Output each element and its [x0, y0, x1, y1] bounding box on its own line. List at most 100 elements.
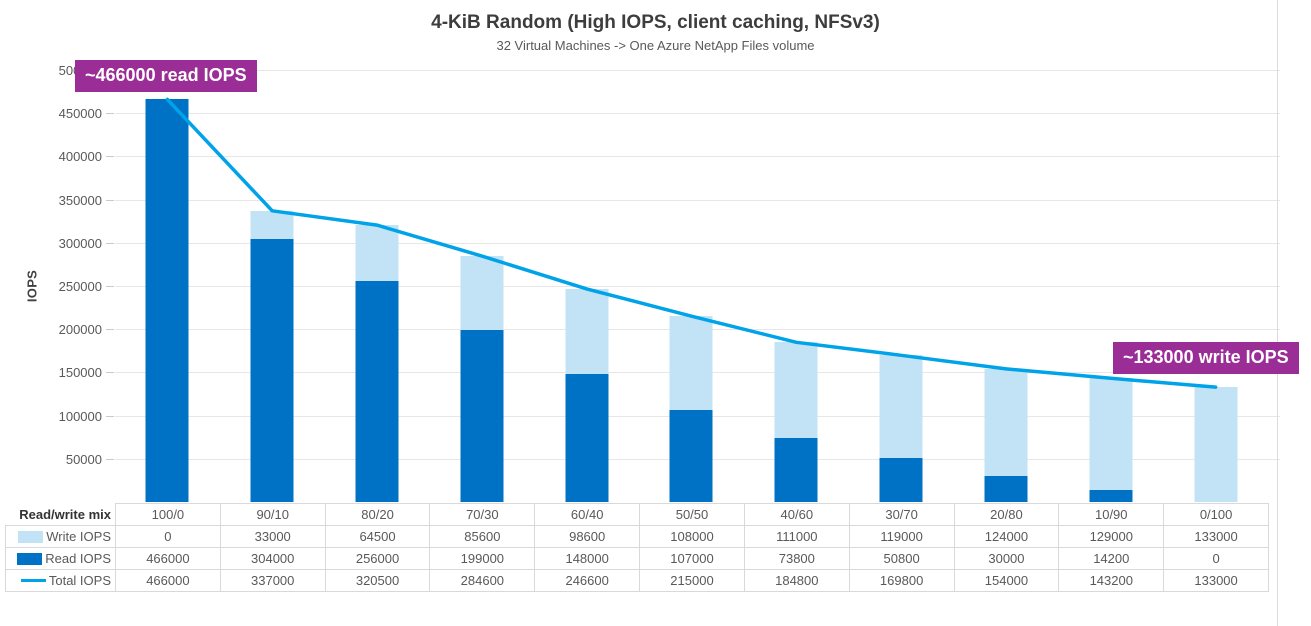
chart-subtitle: 32 Virtual Machines -> One Azure NetApp …: [496, 38, 815, 53]
y-tick-label: 200000: [58, 322, 102, 338]
write-iops-bar: [565, 288, 609, 375]
bar-column: [639, 70, 744, 502]
y-tick-mark: [106, 415, 114, 417]
value-cell: 98600: [534, 525, 640, 547]
y-tick-label: 400000: [58, 149, 102, 165]
table-row-header: Read/write mix: [19, 506, 111, 522]
write-iops-bar: [250, 210, 294, 240]
write-iops-bar: [460, 256, 504, 331]
value-cell: 184800: [743, 569, 849, 591]
bar-stack: [774, 342, 818, 502]
category-header-cell: 80/20: [324, 503, 430, 525]
read-iops-callout: ~466000 read IOPS: [75, 60, 257, 92]
value-cell: 119000: [848, 525, 954, 547]
total-iops-line: [165, 97, 1218, 389]
data-table: Read/write mix 100/0 90/10 80/20 70/30 60/40 5…: [5, 503, 1269, 592]
read-iops-bar: [145, 99, 189, 502]
bar-column: [954, 70, 1059, 502]
y-tick-mark: [106, 199, 114, 201]
series-name: Read IOPS: [45, 551, 111, 566]
value-cell: 320500: [324, 569, 430, 591]
write-iops-legend-swatch-icon: [18, 530, 44, 543]
read-iops-bar: [250, 239, 294, 502]
gridline: [115, 286, 1280, 287]
write-iops-bar: [355, 225, 399, 281]
read-iops-bar: [565, 374, 609, 502]
value-cell: 133000: [1163, 525, 1268, 547]
gridline: [115, 242, 1280, 244]
y-tick-mark: [106, 458, 114, 460]
bar-column: [534, 70, 639, 502]
total-iops-polyline: [165, 97, 1218, 389]
category-header-cell: 50/50: [639, 503, 744, 525]
y-tick-label: 250000: [58, 279, 102, 294]
bar-column: [429, 70, 534, 502]
bar-column: [1058, 70, 1163, 502]
y-tick-label: 50000: [65, 451, 102, 467]
bar-column: [744, 70, 849, 502]
value-cell: 85600: [429, 525, 535, 547]
value-cell: 108000: [639, 525, 744, 547]
value-cell: 73800: [743, 547, 849, 569]
value-cell: 64500: [324, 525, 430, 547]
value-cell: 215000: [639, 569, 744, 591]
series-row-label: Write IOPS: [5, 525, 115, 547]
value-cell: 50800: [848, 547, 954, 569]
y-tick-label: 100000: [58, 408, 102, 424]
value-cell: 14200: [1058, 547, 1164, 569]
y-tick-label: 450000: [58, 106, 102, 122]
category-header-cell: 20/80: [953, 503, 1059, 525]
bar-column: [115, 70, 220, 502]
chart-title: 4-KiB Random (High IOPS, client caching,…: [431, 12, 880, 33]
bar-stack: [250, 210, 294, 502]
read-iops-legend-swatch-icon: [17, 552, 43, 565]
bar-column: [325, 70, 430, 502]
value-cell: 284600: [429, 569, 535, 591]
value-cell: 0: [115, 525, 220, 547]
value-cell: 169800: [848, 569, 954, 591]
category-header-cell: 30/70: [848, 503, 954, 525]
bar-column: [849, 70, 954, 502]
value-cell: 133000: [1163, 569, 1268, 591]
bar-stack: [879, 355, 923, 502]
total-iops-legend-swatch-icon: [20, 579, 46, 582]
gridline: [115, 156, 1280, 158]
gridline: [115, 199, 1280, 201]
bar-stack: [460, 256, 504, 502]
category-header-cell: 40/60: [743, 503, 849, 525]
y-tick-mark: [106, 113, 114, 115]
category-header-cell: 70/30: [429, 503, 535, 525]
read-iops-bar: [1089, 489, 1133, 502]
read-iops-bar: [460, 330, 504, 502]
write-iops-bar: [1089, 378, 1133, 490]
write-iops-bar: [774, 342, 818, 439]
value-cell: 466000: [115, 547, 220, 569]
gridline: [115, 113, 1280, 115]
category-header-cell: 10/90: [1058, 503, 1164, 525]
plot-right-border: [1277, 0, 1278, 626]
category-header-cell: 90/10: [219, 503, 325, 525]
y-tick-label: 150000: [58, 365, 102, 381]
value-cell: 33000: [219, 525, 325, 547]
category-header-cell: 60/40: [534, 503, 640, 525]
value-cell: 30000: [953, 547, 1059, 569]
bar-stack: [355, 225, 399, 502]
bar-stack: [1194, 387, 1238, 502]
y-tick-mark: [106, 329, 114, 331]
y-tick-mark: [106, 372, 114, 374]
bar-stack: [669, 316, 713, 502]
read-iops-bar: [984, 476, 1028, 502]
value-cell: 143200: [1058, 569, 1164, 591]
series-name: Write IOPS: [46, 529, 111, 544]
value-cell: 148000: [534, 547, 640, 569]
bar-column: [220, 70, 325, 502]
value-cell: 0: [1163, 547, 1268, 569]
write-iops-bar: [984, 369, 1028, 477]
y-tick-mark: [106, 286, 114, 287]
read-iops-bar: [355, 280, 399, 502]
value-cell: 124000: [953, 525, 1059, 547]
write-iops-callout: ~133000 write IOPS: [1113, 342, 1299, 374]
y-tick-mark: [106, 242, 114, 244]
value-cell: 199000: [429, 547, 535, 569]
